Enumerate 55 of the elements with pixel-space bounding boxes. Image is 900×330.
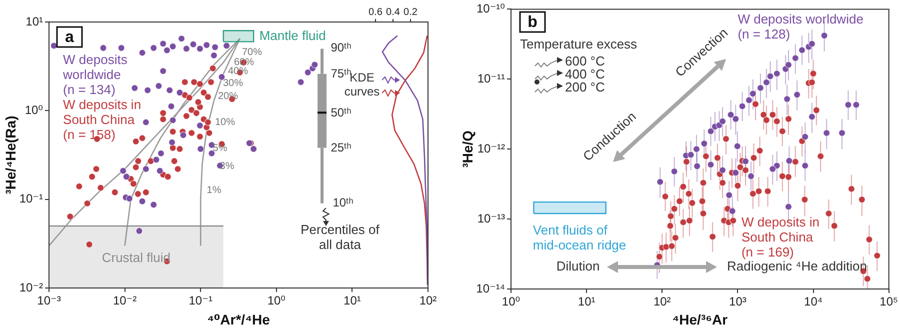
series-label: Vent fluids of mid-ocean ridge — [532, 222, 626, 253]
annotation: 1% — [206, 184, 222, 196]
annotation: Radiogenic ⁴He addition — [726, 258, 868, 274]
annotation: 50ᵗʰ — [330, 105, 352, 120]
y-tick-label: 10⁻¹¹ — [477, 71, 505, 86]
annotation: 5% — [212, 142, 228, 154]
annotation: 600 °C — [565, 54, 605, 69]
series-label: W deposits worldwide (n = 134) — [62, 52, 128, 97]
annotation: Percentiles of all data — [300, 222, 380, 252]
y-tick-label: 10⁻¹⁰ — [476, 2, 506, 16]
x-tick-label: 10³ — [729, 294, 746, 309]
series-label: W deposits in South China (n = 169) — [741, 214, 820, 260]
series-label: Mantle fluid — [259, 28, 326, 44]
x-axis-title: ⁴⁰Ar*/⁴He — [207, 311, 270, 328]
x-tick-label: 10⁻² — [112, 294, 137, 308]
annotation: 10ᵗʰ — [332, 195, 354, 210]
x-tick-label: 10⁵ — [880, 294, 898, 309]
y-tick-label: 10¹ — [26, 14, 44, 28]
x-tick-label: 10⁰ — [267, 294, 286, 308]
annotation: 20% — [218, 90, 238, 102]
annotation: 90ᵗʰ — [330, 40, 352, 54]
x-tick-label: 10⁴ — [804, 294, 823, 309]
annotation: Dilution — [556, 258, 600, 274]
annotation: b — [528, 14, 538, 31]
x2-tick-label: 0.6 — [368, 6, 383, 18]
x-tick-label: 10² — [419, 294, 437, 308]
x-tick-label: 10⁻¹ — [188, 294, 212, 308]
annotation: 30% — [222, 78, 244, 89]
y-tick-label: 10⁻² — [19, 280, 43, 294]
annotation: 10% — [214, 116, 236, 128]
annotation: 200 °C — [565, 80, 605, 95]
annotation: Temperature excess — [520, 36, 638, 52]
annotation: 25ᵗʰ — [330, 140, 352, 154]
x-tick-label: 10⁻³ — [37, 294, 61, 308]
y-tick-label: 10⁻¹⁴ — [476, 281, 505, 296]
y-tick-label: 10⁻¹ — [19, 192, 43, 206]
annotation: 75ᵗʰ — [330, 66, 352, 80]
x-axis-title: ⁴He/³⁶Ar — [672, 311, 728, 328]
x-tick-label: 10¹ — [578, 294, 596, 309]
x-tick-label: 10⁰ — [502, 294, 520, 309]
y-tick-label: 10⁻¹² — [477, 141, 505, 156]
y-tick-label: 10⁰ — [24, 102, 44, 117]
annotation: 400 °C — [565, 66, 605, 82]
series-label: W deposits in South China (n = 158) — [63, 97, 142, 142]
series-label: Crustal fluid — [102, 250, 170, 266]
series-label: W deposits worldwide (n = 128) — [738, 11, 864, 42]
x-tick-label: 10² — [653, 294, 671, 309]
annotation: 70% — [242, 46, 262, 58]
x2-tick-label: 0.4 — [386, 6, 400, 18]
y-axis-title: ³He/Q — [459, 130, 476, 168]
y-tick-label: 10⁻¹³ — [477, 211, 505, 226]
x2-tick-label: 0.2 — [404, 6, 418, 18]
y-axis-title: ³He/⁴He(Ra) — [2, 116, 18, 194]
annotation: a — [65, 28, 74, 46]
x-tick-label: 10¹ — [344, 294, 361, 308]
